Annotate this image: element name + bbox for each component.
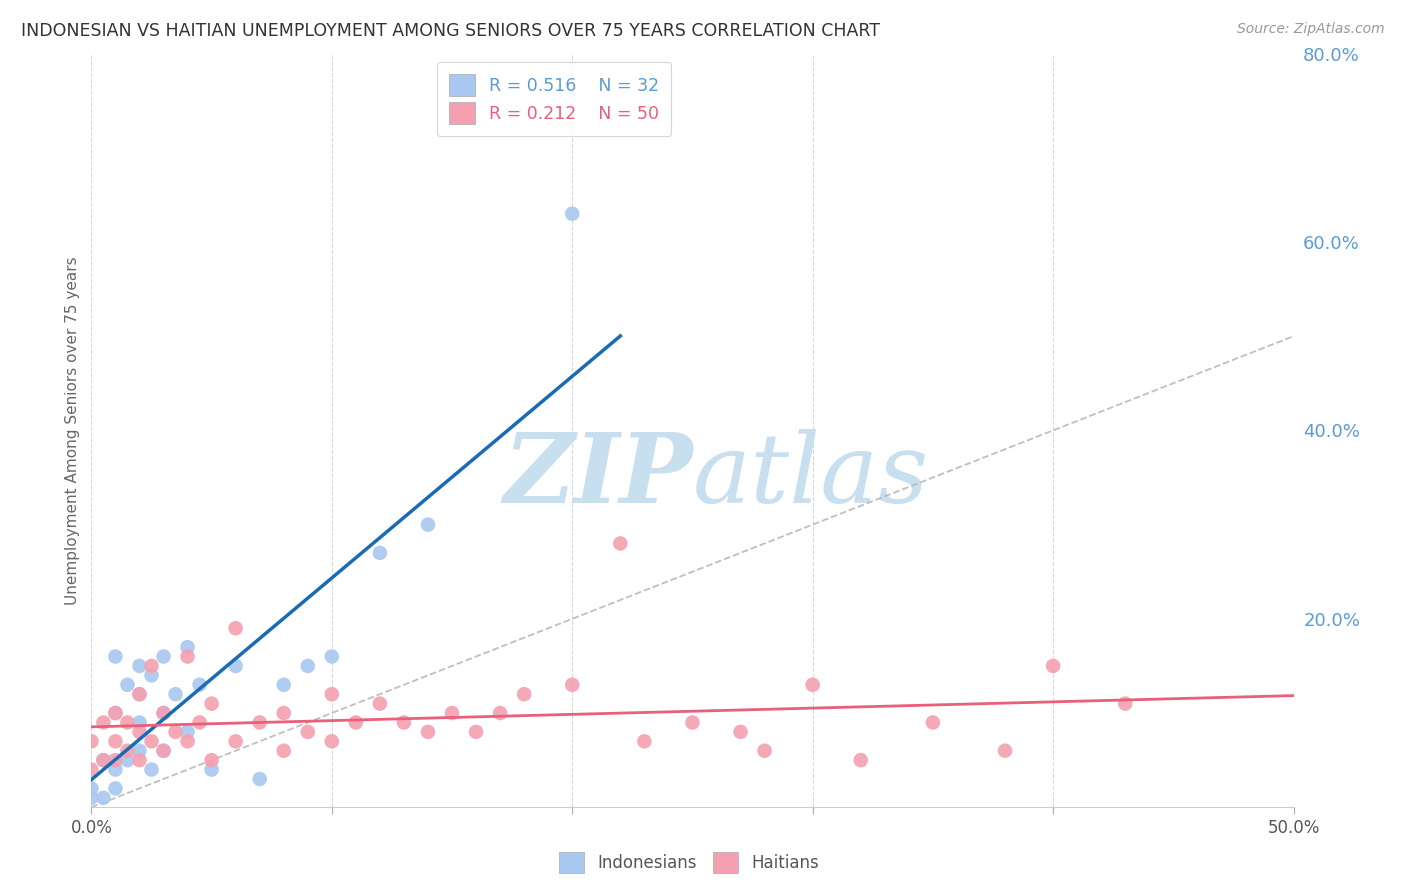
Point <box>249 772 271 786</box>
Text: atlas: atlas <box>692 429 928 523</box>
Point <box>141 668 163 682</box>
Point <box>368 697 391 711</box>
Point <box>104 649 127 664</box>
Legend: R = 0.516    N = 32, R = 0.212    N = 50: R = 0.516 N = 32, R = 0.212 N = 50 <box>437 62 671 136</box>
Point <box>117 715 139 730</box>
Point <box>273 744 295 758</box>
Point <box>80 790 103 805</box>
Point <box>801 678 824 692</box>
Point <box>104 781 127 796</box>
Point <box>1042 659 1064 673</box>
Point <box>416 517 439 532</box>
Point <box>201 763 224 777</box>
Point <box>176 724 198 739</box>
Point <box>176 640 198 654</box>
Point <box>152 744 174 758</box>
Point <box>104 763 127 777</box>
Point <box>922 715 945 730</box>
Text: ZIP: ZIP <box>503 429 692 523</box>
Point <box>201 753 224 767</box>
Point <box>93 753 115 767</box>
Point <box>176 649 198 664</box>
Point <box>117 678 139 692</box>
Point <box>165 724 187 739</box>
Point <box>273 706 295 720</box>
Point <box>152 649 174 664</box>
Point <box>321 649 343 664</box>
Point <box>104 734 127 748</box>
Point <box>321 687 343 701</box>
Point <box>188 715 211 730</box>
Point <box>225 659 247 673</box>
Point <box>93 790 115 805</box>
Point <box>297 659 319 673</box>
Point <box>93 753 115 767</box>
Point <box>633 734 655 748</box>
Point <box>104 706 127 720</box>
Point <box>188 678 211 692</box>
Point <box>128 659 150 673</box>
Point <box>754 744 776 758</box>
Point <box>561 678 583 692</box>
Point <box>561 207 583 221</box>
Text: Source: ZipAtlas.com: Source: ZipAtlas.com <box>1237 22 1385 37</box>
Point <box>141 659 163 673</box>
Point <box>117 753 139 767</box>
Point <box>849 753 872 767</box>
Point <box>128 715 150 730</box>
Point <box>994 744 1017 758</box>
Point <box>368 546 391 560</box>
Y-axis label: Unemployment Among Seniors over 75 years: Unemployment Among Seniors over 75 years <box>65 256 80 605</box>
Point <box>80 734 103 748</box>
Point <box>152 706 174 720</box>
Point <box>128 687 150 701</box>
Point <box>440 706 463 720</box>
Point <box>141 763 163 777</box>
Point <box>489 706 512 720</box>
Point <box>730 724 752 739</box>
Point <box>128 753 150 767</box>
Point <box>176 734 198 748</box>
Point <box>80 781 103 796</box>
Point <box>465 724 488 739</box>
Text: INDONESIAN VS HAITIAN UNEMPLOYMENT AMONG SENIORS OVER 75 YEARS CORRELATION CHART: INDONESIAN VS HAITIAN UNEMPLOYMENT AMONG… <box>21 22 880 40</box>
Point <box>225 734 247 748</box>
Point <box>128 724 150 739</box>
Point <box>93 715 115 730</box>
Point <box>165 687 187 701</box>
Point <box>513 687 536 701</box>
Point <box>152 744 174 758</box>
Point <box>416 724 439 739</box>
Point <box>273 678 295 692</box>
Point <box>80 763 103 777</box>
Point <box>1114 697 1136 711</box>
Point <box>609 536 631 550</box>
Point <box>681 715 703 730</box>
Point <box>104 753 127 767</box>
Point <box>201 697 224 711</box>
Point <box>249 715 271 730</box>
Point <box>225 621 247 635</box>
Point <box>104 706 127 720</box>
Point <box>321 734 343 748</box>
Point <box>117 744 139 758</box>
Point <box>128 687 150 701</box>
Point <box>141 734 163 748</box>
Legend: Indonesians, Haitians: Indonesians, Haitians <box>553 846 825 880</box>
Point <box>297 724 319 739</box>
Point <box>392 715 415 730</box>
Point <box>344 715 367 730</box>
Point <box>152 706 174 720</box>
Point <box>128 744 150 758</box>
